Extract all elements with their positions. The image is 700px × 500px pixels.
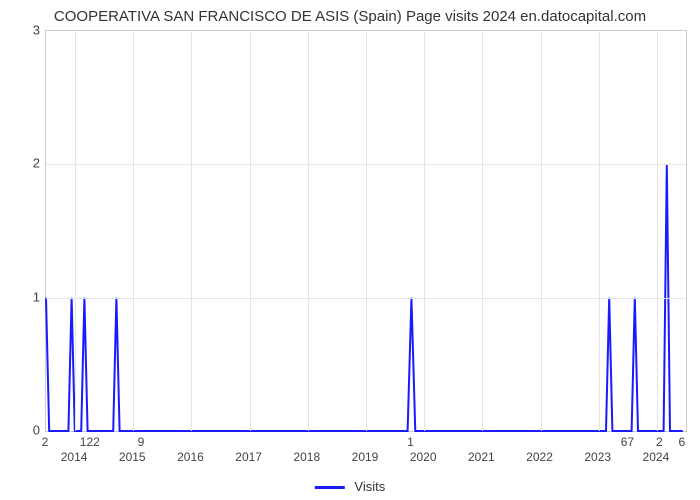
x-value-label: 6 <box>678 435 685 449</box>
plot-area <box>45 30 687 432</box>
y-tick-label: 1 <box>25 289 40 304</box>
x-tick-year: 2019 <box>352 450 379 464</box>
y-tick-label: 0 <box>25 423 40 438</box>
x-tick-year: 2014 <box>61 450 88 464</box>
legend: Visits <box>315 479 385 494</box>
x-value-label: 2 <box>42 435 49 449</box>
y-tick-label: 2 <box>25 156 40 171</box>
legend-swatch <box>315 486 345 489</box>
x-value-label: 122 <box>80 435 100 449</box>
chart-title: COOPERATIVA SAN FRANCISCO DE ASIS (Spain… <box>0 0 700 25</box>
x-tick-year: 2017 <box>235 450 262 464</box>
chart-container: COOPERATIVA SAN FRANCISCO DE ASIS (Spain… <box>0 0 700 500</box>
x-tick-year: 2016 <box>177 450 204 464</box>
y-tick-label: 3 <box>25 23 40 38</box>
x-value-label: 9 <box>138 435 145 449</box>
x-tick-year: 2021 <box>468 450 495 464</box>
gridline-v <box>657 31 658 431</box>
gridline-v <box>366 31 367 431</box>
gridline-v <box>599 31 600 431</box>
x-value-label: 1 <box>407 435 414 449</box>
gridline-v <box>133 31 134 431</box>
legend-label: Visits <box>354 479 385 494</box>
gridline-v <box>482 31 483 431</box>
x-tick-year: 2015 <box>119 450 146 464</box>
gridline-v <box>541 31 542 431</box>
x-value-label: 2 <box>656 435 663 449</box>
gridline-v <box>424 31 425 431</box>
gridline-v <box>75 31 76 431</box>
x-tick-year: 2018 <box>293 450 320 464</box>
gridline-v <box>191 31 192 431</box>
x-tick-year: 2023 <box>584 450 611 464</box>
x-tick-year: 2024 <box>643 450 670 464</box>
x-tick-year: 2020 <box>410 450 437 464</box>
x-tick-year: 2022 <box>526 450 553 464</box>
x-value-label: 67 <box>621 435 634 449</box>
gridline-v <box>308 31 309 431</box>
gridline-v <box>250 31 251 431</box>
